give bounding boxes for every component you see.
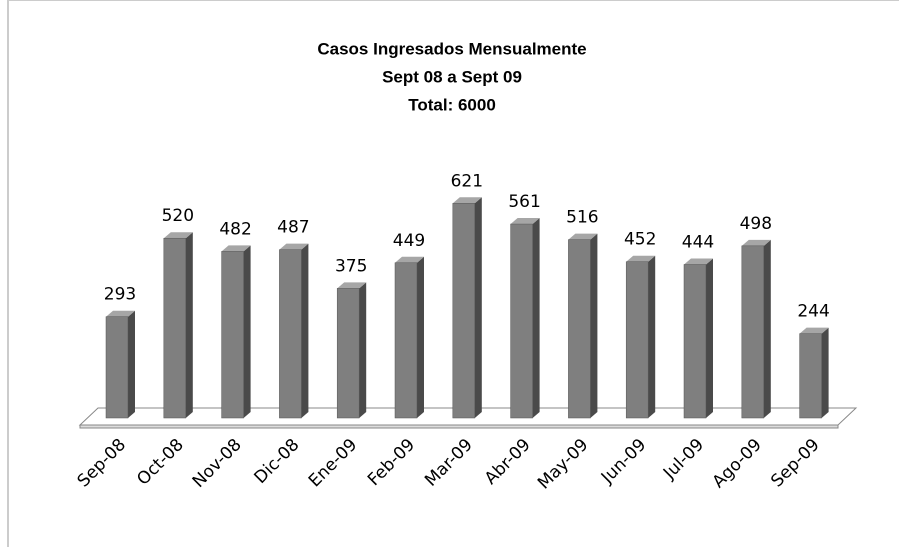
- bar-side: [301, 243, 309, 418]
- bar-top: [799, 327, 829, 334]
- x-tick-label: Abr-09: [481, 435, 535, 489]
- bar-top: [510, 218, 540, 225]
- data-label: 375: [335, 256, 367, 276]
- data-label: 244: [797, 302, 829, 322]
- x-tick-label: Sep-08: [74, 435, 130, 491]
- bar: [163, 237, 187, 419]
- bar-side: [532, 218, 540, 418]
- bar-side: [763, 239, 771, 418]
- bar-top: [684, 258, 713, 265]
- bar: [568, 239, 591, 419]
- bar-side: [474, 197, 482, 418]
- bar: [221, 251, 244, 419]
- bar: [452, 203, 476, 419]
- x-tick-label: Sep-09: [767, 435, 823, 491]
- data-label: 516: [566, 208, 598, 228]
- data-label: 293: [104, 285, 136, 305]
- data-label: 452: [624, 230, 656, 250]
- data-label: 621: [451, 171, 483, 191]
- bar-top: [221, 245, 251, 252]
- bar: [625, 261, 649, 419]
- data-label: 520: [162, 206, 194, 226]
- x-tick-label: Nov-08: [189, 435, 246, 492]
- bar-top: [452, 197, 482, 204]
- data-label: 498: [740, 214, 772, 234]
- x-tick-label: Feb-09: [364, 435, 419, 490]
- bar-top: [279, 243, 309, 250]
- bar: [336, 288, 360, 419]
- bar-side: [243, 245, 251, 418]
- bar: [279, 249, 302, 419]
- bar-side: [417, 256, 424, 418]
- x-tick-label: Ago-09: [709, 435, 766, 492]
- bar-top: [337, 282, 367, 289]
- bar: [741, 245, 765, 419]
- chart-title: Casos Ingresados Mensualmente: [317, 39, 586, 58]
- x-tick-label: Ene-09: [305, 435, 361, 491]
- data-label: 561: [508, 192, 540, 212]
- bar-side: [648, 255, 656, 418]
- bar-top: [395, 256, 424, 263]
- bar: [105, 316, 129, 419]
- bar: [799, 333, 822, 419]
- bar-top: [568, 233, 598, 240]
- x-tick-label: Jul-09: [659, 435, 708, 484]
- bar-side: [590, 233, 598, 418]
- bar-side: [185, 232, 193, 418]
- bar-top: [741, 239, 771, 246]
- bar: [510, 223, 533, 419]
- bar-top: [163, 232, 193, 239]
- bar-side: [706, 258, 713, 418]
- data-label: 444: [682, 233, 714, 253]
- x-tick-label: Dic-08: [250, 435, 303, 488]
- bar-top: [106, 310, 135, 317]
- chart-subtitle: Total: 6000: [408, 95, 496, 114]
- bar: [683, 264, 707, 419]
- data-label: 449: [393, 231, 425, 251]
- x-tick-label: May-09: [534, 435, 592, 493]
- floor-edge: [79, 424, 839, 429]
- bar-side: [821, 327, 829, 418]
- bar: [394, 262, 418, 419]
- data-label: 482: [219, 219, 251, 239]
- bar-side: [359, 282, 367, 418]
- bar-side: [128, 310, 135, 418]
- bar-top: [626, 255, 656, 262]
- x-tick-label: Oct-08: [133, 435, 188, 490]
- data-label: 487: [277, 218, 309, 238]
- x-tick-label: Mar-09: [421, 435, 477, 491]
- x-tick-label: Jun-09: [597, 435, 650, 488]
- chart-subtitle: Sept 08 a Sept 09: [382, 67, 522, 86]
